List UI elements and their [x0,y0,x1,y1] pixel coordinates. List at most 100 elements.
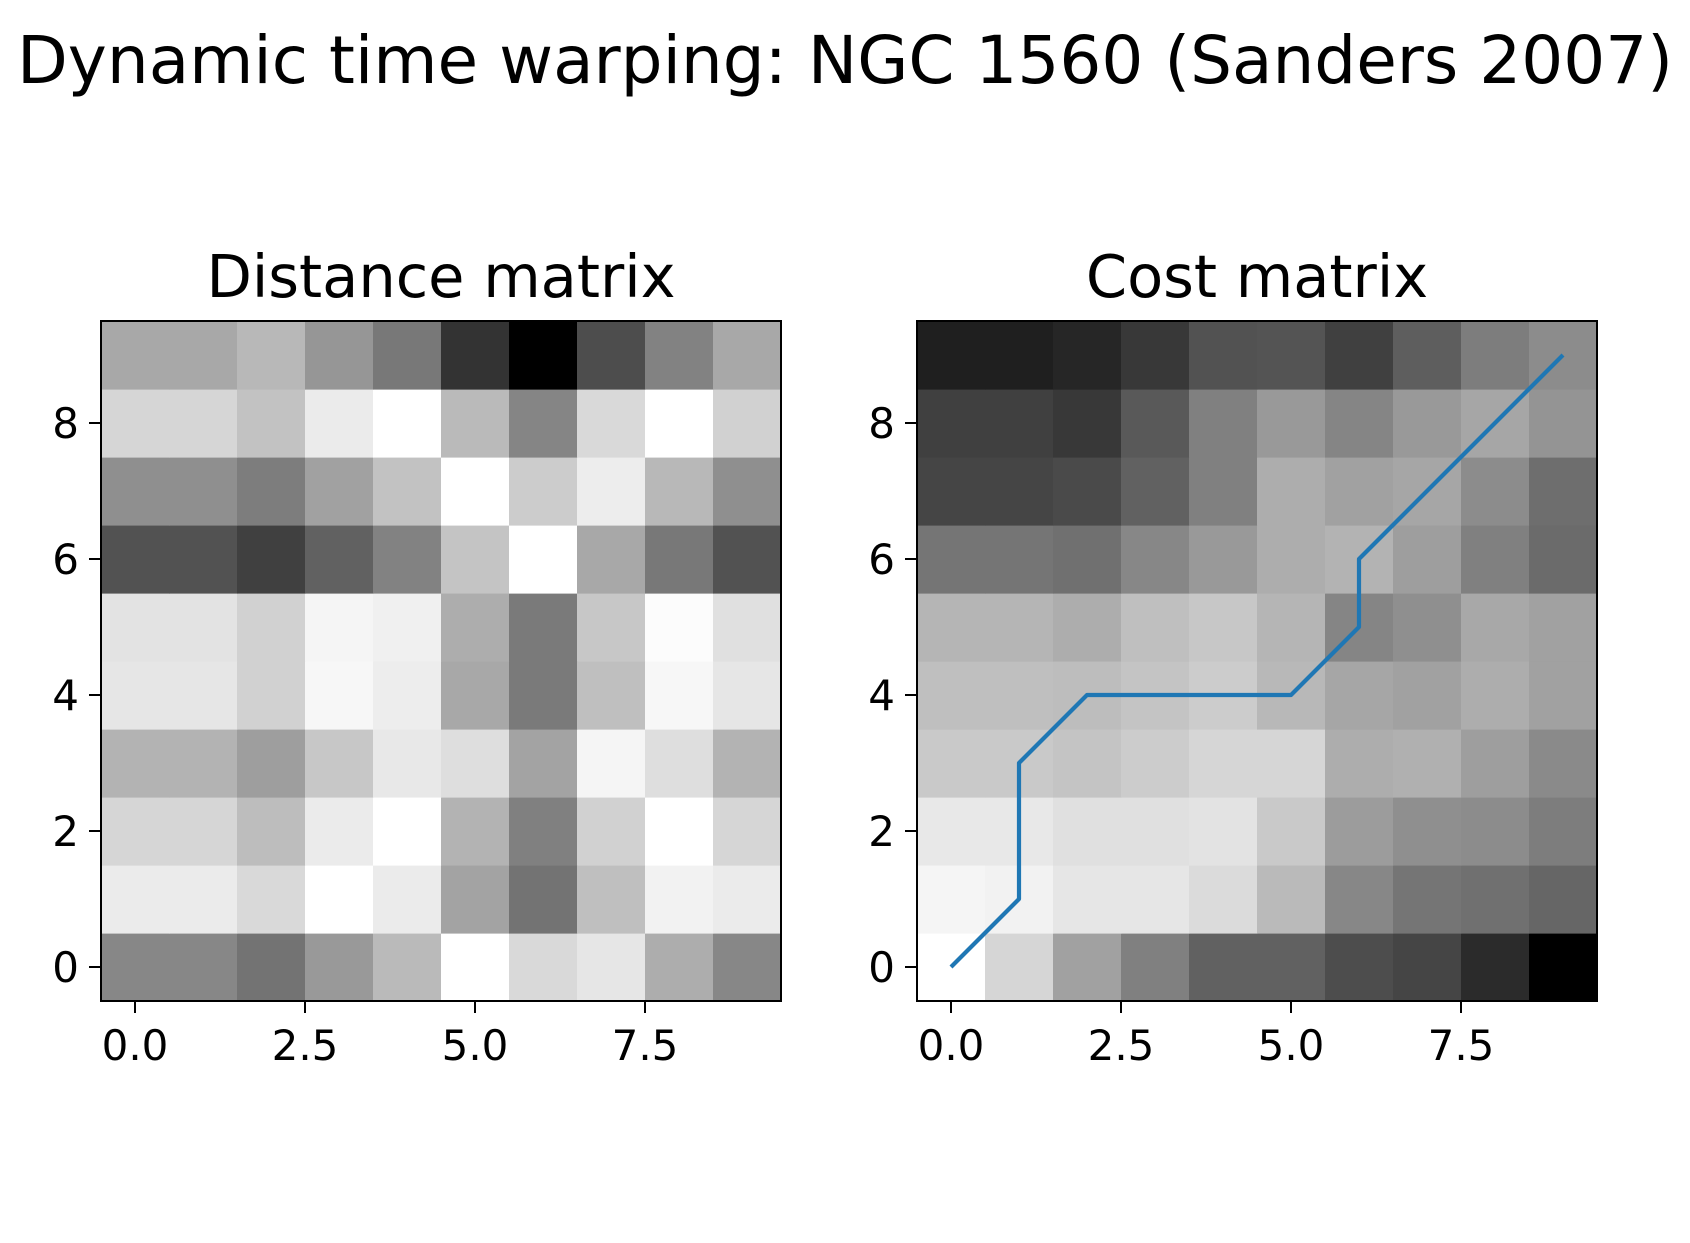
distance-matrix-cell [373,797,442,866]
distance-matrix-cell [577,661,646,730]
cost-matrix-cell [1529,729,1598,798]
cost-matrix-cell [1053,933,1122,1002]
distance-matrix-cell [305,389,374,458]
distance-matrix-cell [645,797,714,866]
cost-matrix-cell [1121,865,1190,934]
distance-matrix-cell [509,457,578,526]
distance-matrix-cell [577,321,646,390]
distance-matrix-cell [509,797,578,866]
distance-matrix-cell [101,457,170,526]
cost-matrix-cell [985,661,1054,730]
cost-matrix-cell [917,865,986,934]
cost-matrix-cell [985,321,1054,390]
cost-matrix-cell [917,797,986,866]
cost-matrix-cell [1325,933,1394,1002]
distance-matrix-cell [237,321,306,390]
distance-matrix-cell [441,661,510,730]
distance-matrix-cell [373,389,442,458]
distance-matrix-cell [305,457,374,526]
distance-matrix-cell [237,389,306,458]
cost-matrix-cell [1121,389,1190,458]
distance-matrix-cell [101,933,170,1002]
distance-matrix-cell [101,321,170,390]
distance-matrix-cell [373,933,442,1002]
cost-matrix-cell [1121,525,1190,594]
distance-matrix-cell [509,729,578,798]
distance-matrix-cell [713,661,782,730]
cost-matrix-cell [1325,457,1394,526]
cost-matrix-cell [1121,321,1190,390]
distance-matrix-cell [373,525,442,594]
cost-matrix-cell [1257,593,1326,662]
cost-matrix-cell [1461,321,1530,390]
distance-matrix-panel: Distance matrix 0.0 2.5 5.0 7.5 0 2 4 6 8 [52,242,782,1070]
distance-matrix-cell [169,661,238,730]
distance-matrix-cell [373,661,442,730]
distance-matrix-cell [577,593,646,662]
distance-matrix-cell [577,865,646,934]
distance-matrix-cell [441,729,510,798]
distance-matrix-cell [305,321,374,390]
cost-matrix-cell [1257,797,1326,866]
cost-matrix-cell [1189,865,1258,934]
cost-matrix-cell [1189,457,1258,526]
distance-matrix-cell [713,933,782,1002]
cost-matrix-cell [1461,457,1530,526]
distance-matrix-cell [169,389,238,458]
cost-matrix-cell [1393,933,1462,1002]
distance-matrix-cell [305,525,374,594]
distance-matrix-cell [169,593,238,662]
distance-matrix-cell [305,661,374,730]
distance-matrix-cell [577,933,646,1002]
distance-matrix-cell [645,661,714,730]
cost-matrix-cell [1529,933,1598,1002]
cost-matrix-cell [1121,729,1190,798]
cost-matrix-cell [1189,593,1258,662]
distance-matrix-cell [101,525,170,594]
cost-matrix-cell [1053,865,1122,934]
cost-matrix-cell [1393,729,1462,798]
distance-matrix-cell [305,865,374,934]
distance-matrix-cell [237,661,306,730]
cost-matrix-cell [917,661,986,730]
cost-matrix-cell [1461,933,1530,1002]
distance-matrix-cell [101,661,170,730]
cost-matrix-x-tick-label: 2.5 [1088,1021,1155,1070]
distance-matrix-cell [169,457,238,526]
distance-matrix-cell [169,797,238,866]
cost-matrix-cell [1461,865,1530,934]
distance-matrix-x-tick-label: 7.5 [612,1021,679,1070]
distance-matrix-cell [441,797,510,866]
distance-matrix-cell [441,865,510,934]
cost-matrix-cell [1529,797,1598,866]
cost-matrix-cell [1393,797,1462,866]
distance-matrix-cell [237,457,306,526]
cost-matrix-cell [1393,321,1462,390]
cost-matrix-cell [1257,933,1326,1002]
cost-matrix-cell [1053,525,1122,594]
cost-matrix-cell [1529,593,1598,662]
distance-matrix-cell [305,729,374,798]
distance-matrix-cell [101,729,170,798]
distance-matrix-cell [713,525,782,594]
cost-matrix-cell [1393,593,1462,662]
distance-matrix-cell [237,729,306,798]
distance-matrix-cell [101,865,170,934]
cost-matrix-axes-frame [916,320,1598,1002]
distance-matrix-cell [713,321,782,390]
distance-matrix-cell [645,525,714,594]
distance-matrix-cell [169,865,238,934]
cost-matrix-cell [917,321,986,390]
distance-matrix-cell [373,865,442,934]
distance-matrix-cell [577,797,646,866]
cost-matrix-cell [1189,389,1258,458]
distance-matrix-cell [509,389,578,458]
distance-matrix-cell [305,797,374,866]
cost-matrix-cell [1461,661,1530,730]
cost-matrix-cell [1393,661,1462,730]
distance-matrix-cell [645,321,714,390]
distance-matrix-cell [237,525,306,594]
cost-matrix-cell [1257,389,1326,458]
cost-matrix-cell [1189,525,1258,594]
cost-matrix-cell [1053,321,1122,390]
